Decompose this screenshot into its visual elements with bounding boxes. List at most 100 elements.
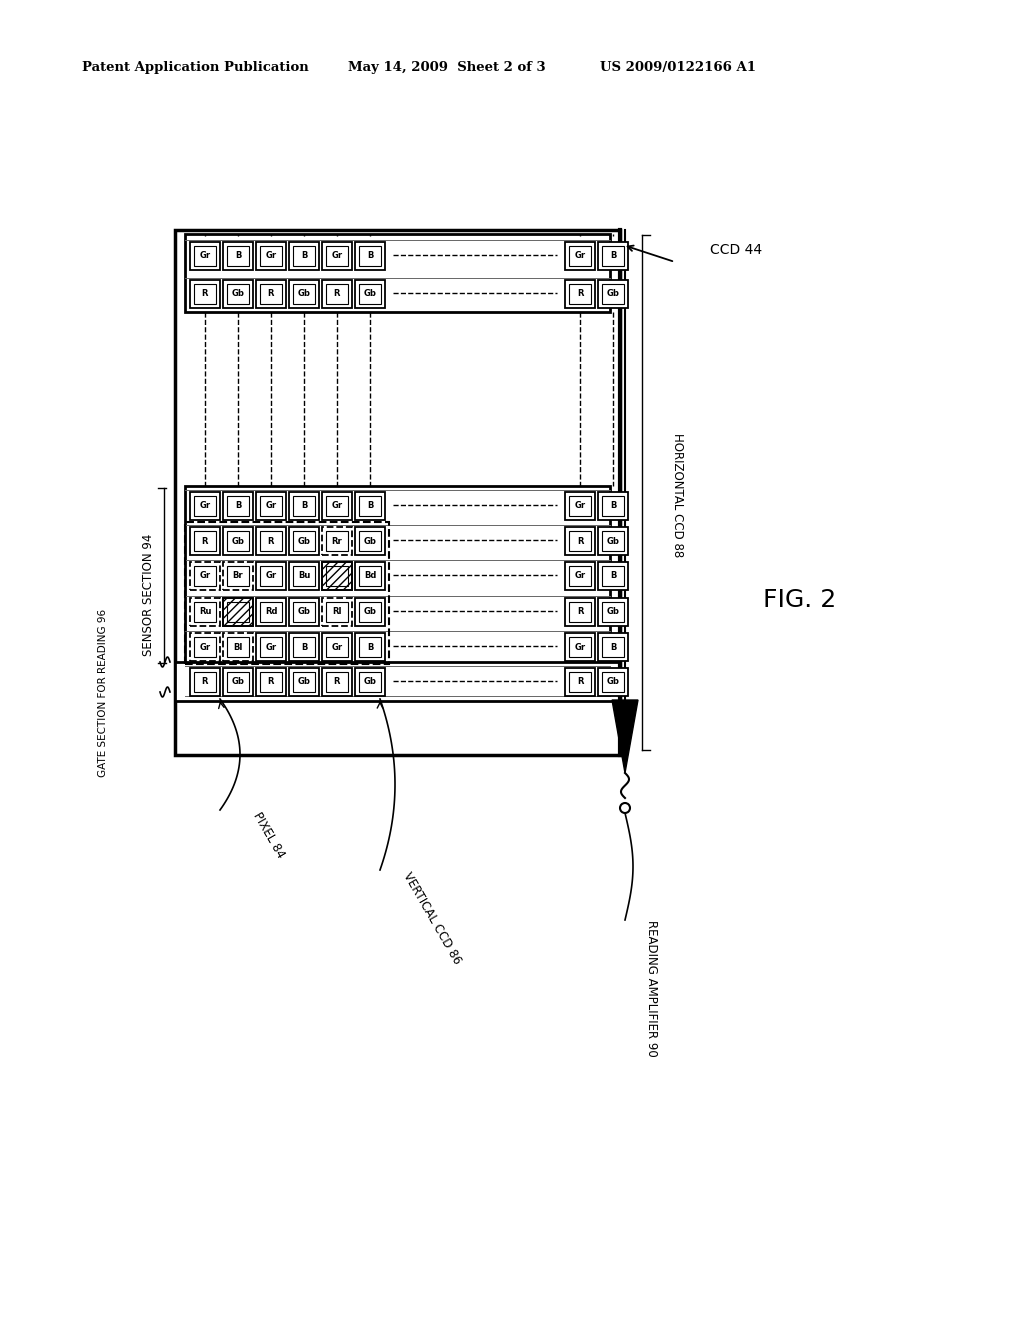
Text: Gr: Gr [574, 252, 586, 260]
Bar [260, 672, 282, 692]
Bar [355, 634, 385, 661]
Text: B: B [301, 502, 307, 511]
Bar [569, 638, 591, 657]
Bar [355, 280, 385, 308]
Text: B: B [301, 643, 307, 652]
Bar [289, 562, 319, 590]
Text: B: B [610, 643, 616, 652]
Bar [227, 638, 249, 657]
Bar [602, 496, 624, 516]
Text: Gr: Gr [574, 502, 586, 511]
Bar [355, 527, 385, 554]
Bar [565, 634, 595, 661]
Bar [256, 242, 286, 271]
Text: Gb: Gb [606, 536, 620, 545]
Text: Gr: Gr [332, 502, 343, 511]
Bar [227, 566, 249, 586]
Bar [185, 521, 389, 664]
Text: Gb: Gb [298, 677, 310, 686]
Text: Gb: Gb [606, 289, 620, 298]
Text: R: R [267, 536, 274, 545]
Bar [565, 598, 595, 626]
Bar [223, 598, 253, 626]
Text: Gb: Gb [231, 536, 245, 545]
Text: B: B [610, 502, 616, 511]
Bar [326, 284, 348, 304]
Bar [223, 634, 253, 661]
Text: Gb: Gb [298, 607, 310, 616]
Bar [569, 602, 591, 622]
Bar [223, 242, 253, 271]
Text: Gr: Gr [265, 572, 276, 581]
Text: PIXEL 84: PIXEL 84 [250, 810, 287, 861]
Text: Gr: Gr [200, 252, 211, 260]
Bar [293, 638, 315, 657]
Text: Gb: Gb [364, 536, 377, 545]
Bar [322, 527, 352, 554]
Bar [322, 280, 352, 308]
Bar [602, 246, 624, 267]
Bar [227, 602, 249, 622]
Bar [190, 668, 220, 696]
Bar [598, 598, 628, 626]
Bar [293, 602, 315, 622]
Bar [322, 562, 352, 590]
Bar [194, 638, 216, 657]
Bar [194, 672, 216, 692]
Text: R: R [577, 607, 584, 616]
Bar [355, 562, 385, 590]
Bar [322, 562, 352, 590]
Bar [359, 638, 381, 657]
Bar [293, 672, 315, 692]
Bar [260, 566, 282, 586]
Bar [194, 566, 216, 586]
Bar [185, 486, 610, 665]
Bar [326, 602, 348, 622]
Bar [598, 668, 628, 696]
Bar [326, 531, 348, 550]
Bar [190, 634, 220, 661]
Bar [223, 562, 253, 590]
Bar [190, 562, 220, 590]
Text: R: R [334, 289, 340, 298]
Bar [190, 598, 220, 626]
Bar [256, 562, 286, 590]
Bar [223, 492, 253, 520]
Text: B: B [234, 502, 242, 511]
Bar [565, 242, 595, 271]
Text: Gr: Gr [265, 252, 276, 260]
Bar [227, 496, 249, 516]
Bar [569, 496, 591, 516]
Text: B: B [301, 252, 307, 260]
Bar [223, 527, 253, 554]
Bar [293, 246, 315, 267]
Text: Gb: Gb [231, 677, 245, 686]
Bar [602, 284, 624, 304]
Text: HORIZONTAL CCD 88: HORIZONTAL CCD 88 [671, 433, 683, 557]
Bar [256, 668, 286, 696]
Bar [194, 496, 216, 516]
Text: Gb: Gb [606, 677, 620, 686]
Text: VERTICAL CCD 86: VERTICAL CCD 86 [400, 870, 463, 966]
Bar [326, 246, 348, 267]
Bar [194, 531, 216, 550]
Bar [260, 246, 282, 267]
Text: GATE SECTION FOR READING 96: GATE SECTION FOR READING 96 [98, 609, 108, 777]
Text: Gr: Gr [200, 643, 211, 652]
Text: Gb: Gb [364, 289, 377, 298]
Bar [326, 496, 348, 516]
Bar [326, 672, 348, 692]
Bar [565, 492, 595, 520]
Text: R: R [577, 677, 584, 686]
Text: Gr: Gr [332, 643, 343, 652]
Bar [293, 531, 315, 550]
Bar [602, 566, 624, 586]
Bar [227, 672, 249, 692]
Bar [260, 284, 282, 304]
Bar [602, 531, 624, 550]
Bar [359, 672, 381, 692]
Bar [322, 242, 352, 271]
Bar [598, 492, 628, 520]
Bar [289, 598, 319, 626]
Bar [256, 527, 286, 554]
